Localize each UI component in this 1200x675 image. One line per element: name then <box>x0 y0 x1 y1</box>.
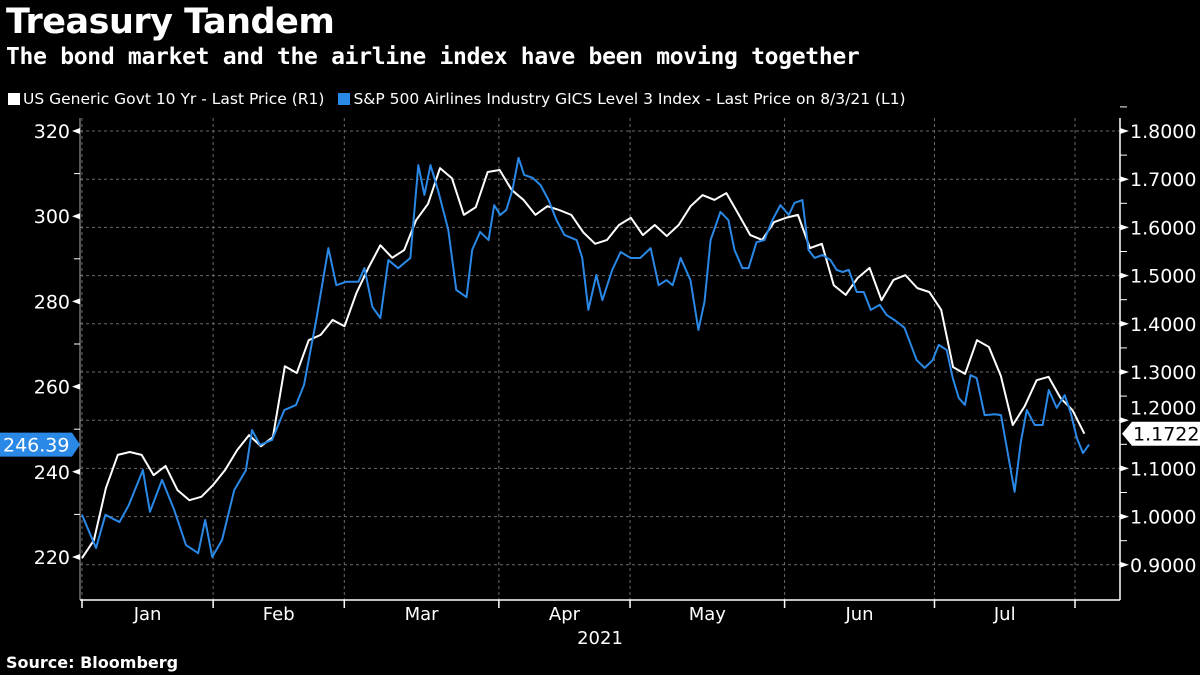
right-tick-label: 1.0000 <box>1130 507 1196 529</box>
left-major-tick <box>72 298 80 305</box>
legend: US Generic Govt 10 Yr - Last Price (R1) … <box>8 90 906 108</box>
month-label: Jun <box>844 604 873 625</box>
airlines-index-line <box>81 156 1090 558</box>
right-tick-label: 1.2000 <box>1130 398 1196 420</box>
right-tick-label: 1.6000 <box>1130 217 1196 239</box>
right-major-tick <box>1120 176 1129 183</box>
right-tick-label: 1.8000 <box>1130 121 1196 143</box>
left-major-tick <box>72 128 80 134</box>
left-tick-label: 220 <box>34 547 70 569</box>
treasury-yield-line <box>81 167 1086 559</box>
legend-swatch-white <box>8 93 20 105</box>
left-major-tick <box>72 554 80 560</box>
right-tick-label: 1.7000 <box>1130 169 1196 191</box>
month-label: Feb <box>263 604 295 625</box>
airlines-last-value-tag <box>0 432 80 457</box>
chart-subtitle: The bond market and the airline index ha… <box>6 44 860 70</box>
right-major-tick <box>1120 369 1129 375</box>
x-axis-year-label: 2021 <box>577 628 623 649</box>
month-label: May <box>689 604 727 625</box>
legend-label-airlines: S&P 500 Airlines Industry GICS Level 3 I… <box>353 90 906 108</box>
legend-item-treasury: US Generic Govt 10 Yr - Last Price (R1) <box>8 90 324 108</box>
right-major-tick <box>1120 128 1129 134</box>
left-major-tick <box>72 468 80 475</box>
right-tick-label: 1.1000 <box>1130 458 1196 480</box>
month-label: Jan <box>133 604 162 625</box>
legend-swatch-blue <box>338 93 351 105</box>
left-tick-label: 240 <box>34 462 70 484</box>
right-tick-label: 1.4000 <box>1130 314 1196 336</box>
right-tick-label: 1.5000 <box>1130 266 1196 288</box>
right-major-tick <box>1120 417 1129 424</box>
source-note: Source: Bloomberg <box>6 653 179 672</box>
left-tick-label: 280 <box>34 291 70 313</box>
chart-title: Treasury Tandem <box>6 2 335 42</box>
right-tick-label: 0.9000 <box>1130 555 1196 577</box>
right-major-tick <box>1120 224 1129 231</box>
month-label: Jul <box>993 604 1016 625</box>
right-major-tick <box>1120 465 1129 472</box>
airlines-last-value: 246.39 <box>3 435 69 457</box>
treasury-last-value: 1.1722 <box>1133 424 1199 446</box>
left-major-tick <box>72 383 80 390</box>
right-major-tick <box>1120 513 1129 520</box>
right-major-tick <box>1120 320 1129 327</box>
month-label: Mar <box>405 604 440 625</box>
left-tick-label: 260 <box>34 377 70 399</box>
month-label: Apr <box>549 604 581 625</box>
left-tick-label: 320 <box>34 121 70 143</box>
legend-label-treasury: US Generic Govt 10 Yr - Last Price (R1) <box>23 90 325 108</box>
left-major-tick <box>72 213 80 220</box>
right-major-tick <box>1120 272 1129 279</box>
treasury-last-value-tag <box>1122 421 1200 446</box>
legend-item-airlines: S&P 500 Airlines Industry GICS Level 3 I… <box>338 90 906 108</box>
left-tick-label: 300 <box>34 206 70 228</box>
right-tick-label: 1.3000 <box>1130 362 1196 384</box>
right-major-tick <box>1120 561 1129 568</box>
